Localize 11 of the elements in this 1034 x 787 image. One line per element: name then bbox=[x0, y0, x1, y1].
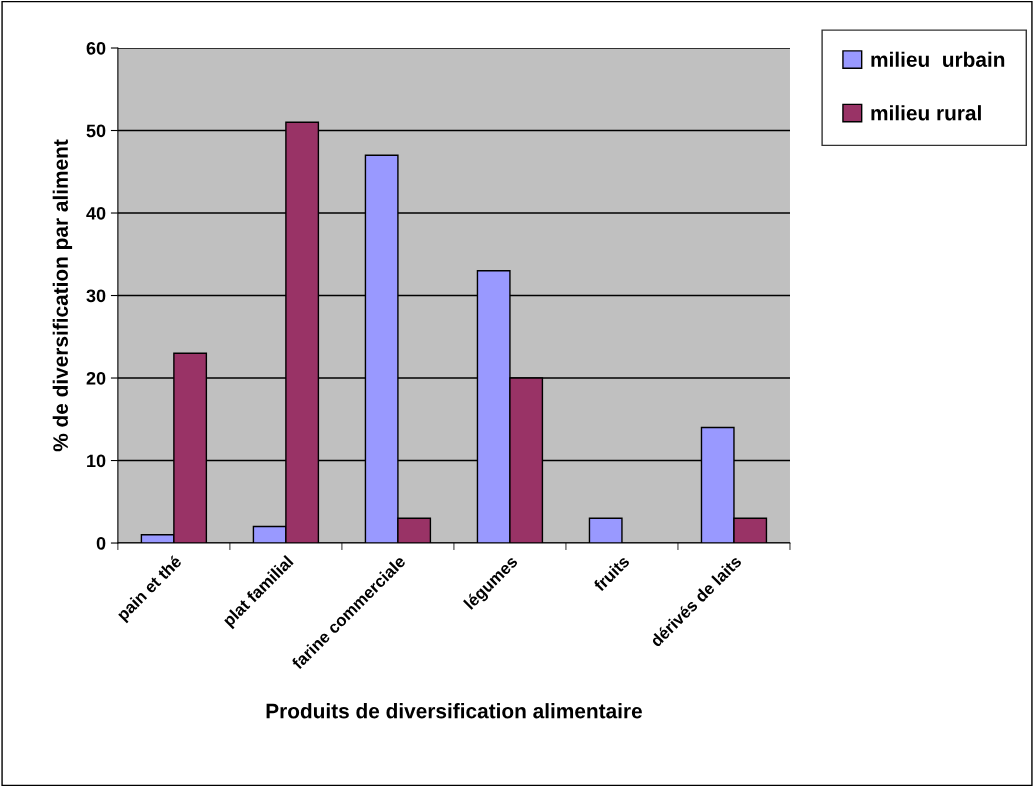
legend-label: milieu rural bbox=[871, 105, 981, 121]
y-axis-title: % de diversification par aliment bbox=[52, 139, 73, 452]
y-tick-label: 30 bbox=[86, 289, 106, 303]
x-axis-title: Produits de diversification alimentaire bbox=[266, 703, 642, 719]
y-tick-label: 10 bbox=[87, 454, 106, 468]
y-tick-label: 40 bbox=[86, 206, 106, 220]
y-tick-label: 0 bbox=[96, 536, 106, 550]
y-tick-label: 20 bbox=[86, 371, 106, 385]
y-tick-label: 60 bbox=[86, 41, 106, 55]
legend-label: milieu urbain bbox=[871, 51, 1005, 67]
y-tick-label: 50 bbox=[86, 124, 106, 138]
